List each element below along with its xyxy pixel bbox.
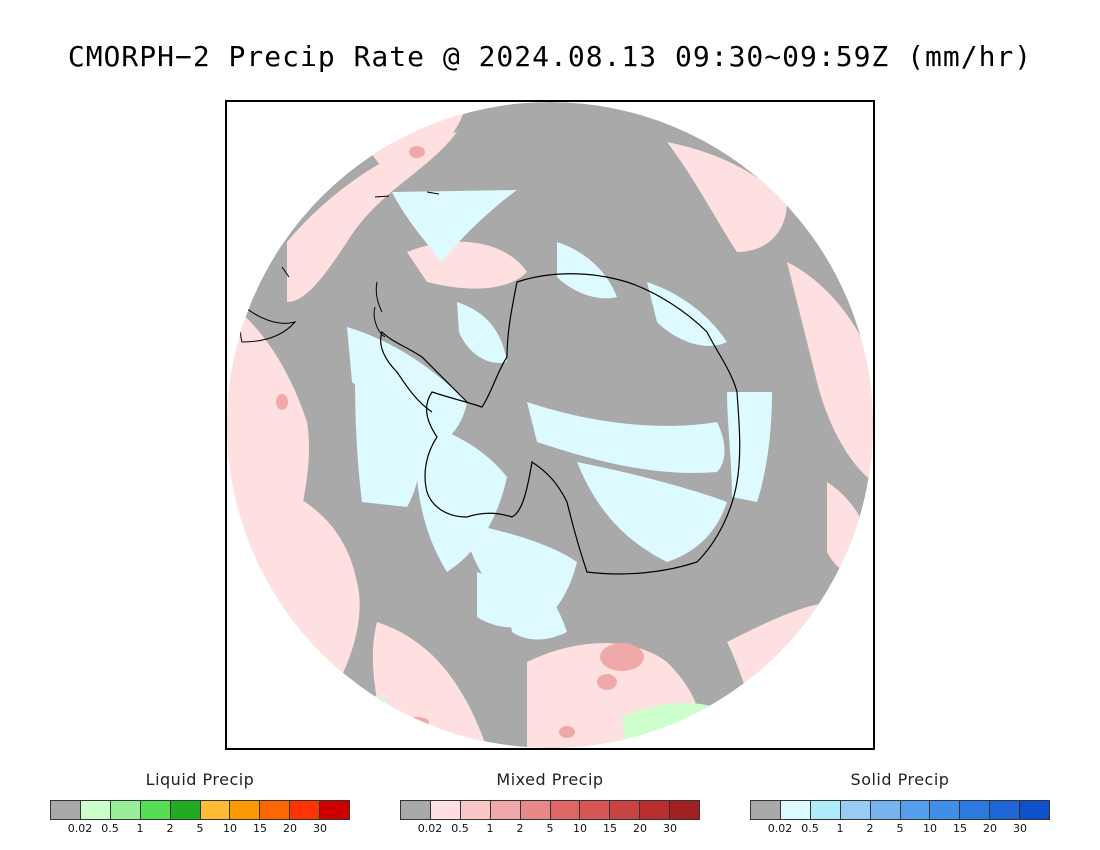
- legend-color-bar: [400, 800, 700, 820]
- legend-swatch: [960, 801, 991, 819]
- legend-swatch: [640, 801, 671, 819]
- legend-swatch: [520, 801, 551, 819]
- legend-tick-label: 5: [196, 822, 204, 835]
- legend-swatch: [200, 801, 231, 819]
- legend-swatch: [110, 801, 141, 819]
- legend-swatch: [670, 801, 700, 819]
- legend-swatch: [490, 801, 521, 819]
- legend-swatch: [550, 801, 581, 819]
- legend-tick-label: 2: [866, 822, 874, 835]
- legend-liquid-precip: Liquid Precip 0.02 0.5 1 2 5 10 15 20 30: [50, 770, 350, 836]
- legend-tick-label: 10: [573, 822, 587, 835]
- legend-swatch: [80, 801, 111, 819]
- legend-tick-label: 1: [136, 822, 144, 835]
- legend-ticks: 0.02 0.5 1 2 5 10 15 20 30: [50, 822, 350, 836]
- legend-swatch: [810, 801, 841, 819]
- legend-swatch: [290, 801, 321, 819]
- legend-tick-label: 0.02: [417, 822, 443, 835]
- legend-tick-label: 10: [923, 822, 937, 835]
- legend-swatch: [140, 801, 171, 819]
- legend-swatch: [320, 801, 350, 819]
- legend-tick-label: 30: [663, 822, 677, 835]
- legend-tick-label: 2: [166, 822, 174, 835]
- legend-swatch: [260, 801, 291, 819]
- legend-solid-precip: Solid Precip 0.02 0.5 1 2 5 10 15 20 30: [750, 770, 1050, 836]
- legend-color-bar: [50, 800, 350, 820]
- legend-swatch: [840, 801, 871, 819]
- legend-swatch: [230, 801, 261, 819]
- legend-tick-label: 0.02: [767, 822, 793, 835]
- map-title: CMORPH−2 Precip Rate @ 2024.08.13 09:30~…: [67, 40, 1033, 73]
- legend-tick-label: 1: [836, 822, 844, 835]
- legend-tick-label: 0.5: [451, 822, 469, 835]
- legend-swatch: [930, 801, 961, 819]
- island-coastline: [281, 191, 440, 278]
- legend-mixed-precip: Mixed Precip 0.02 0.5 1 2 5 10 15 20 30: [400, 770, 700, 836]
- legend-tick-label: 0.5: [801, 822, 819, 835]
- legend-swatch: [900, 801, 931, 819]
- legend-tick-label: 15: [253, 822, 267, 835]
- legend-tick-label: 30: [313, 822, 327, 835]
- legend-swatch: [401, 801, 431, 819]
- legend-tick-label: 1: [486, 822, 494, 835]
- legend-tick-label: 30: [1013, 822, 1027, 835]
- legend-tick-label: 0.02: [67, 822, 93, 835]
- legend-title: Mixed Precip: [496, 770, 604, 789]
- legend-tick-label: 5: [896, 822, 904, 835]
- legend-swatch: [430, 801, 461, 819]
- legend-swatch: [751, 801, 781, 819]
- legend-swatch: [1020, 801, 1050, 819]
- legend-swatch: [610, 801, 641, 819]
- legend-tick-label: 15: [603, 822, 617, 835]
- legend-swatch: [580, 801, 611, 819]
- legend-tick-label: 20: [983, 822, 997, 835]
- legend-tick-label: 5: [546, 822, 554, 835]
- legend-swatch: [460, 801, 491, 819]
- legend-tick-label: 20: [283, 822, 297, 835]
- legend-swatch: [870, 801, 901, 819]
- antarctic-peninsula-coastline: [380, 330, 468, 413]
- legend-title: Liquid Precip: [145, 770, 255, 789]
- antarctica-coastline: [424, 273, 741, 575]
- legend-tick-label: 0.5: [101, 822, 119, 835]
- map-frame: [225, 100, 875, 750]
- legend-swatch: [780, 801, 811, 819]
- legend-tick-label: 2: [516, 822, 524, 835]
- mixed-precip-strong-spots: [276, 146, 644, 738]
- legend-tick-label: 10: [223, 822, 237, 835]
- legend-ticks: 0.02 0.5 1 2 5 10 15 20 30: [400, 822, 700, 836]
- legend-swatch: [170, 801, 201, 819]
- legend-swatch: [990, 801, 1021, 819]
- legend-swatch: [51, 801, 81, 819]
- legend-tick-label: 20: [633, 822, 647, 835]
- legend-title: Solid Precip: [850, 770, 950, 789]
- legend-tick-label: 15: [953, 822, 967, 835]
- polar-map: [227, 102, 873, 748]
- solid-precip-areas: [347, 190, 772, 640]
- south-america-tip-coastline: [373, 281, 386, 338]
- legend-ticks: 0.02 0.5 1 2 5 10 15 20 30: [750, 822, 1050, 836]
- legend-color-bar: [750, 800, 1050, 820]
